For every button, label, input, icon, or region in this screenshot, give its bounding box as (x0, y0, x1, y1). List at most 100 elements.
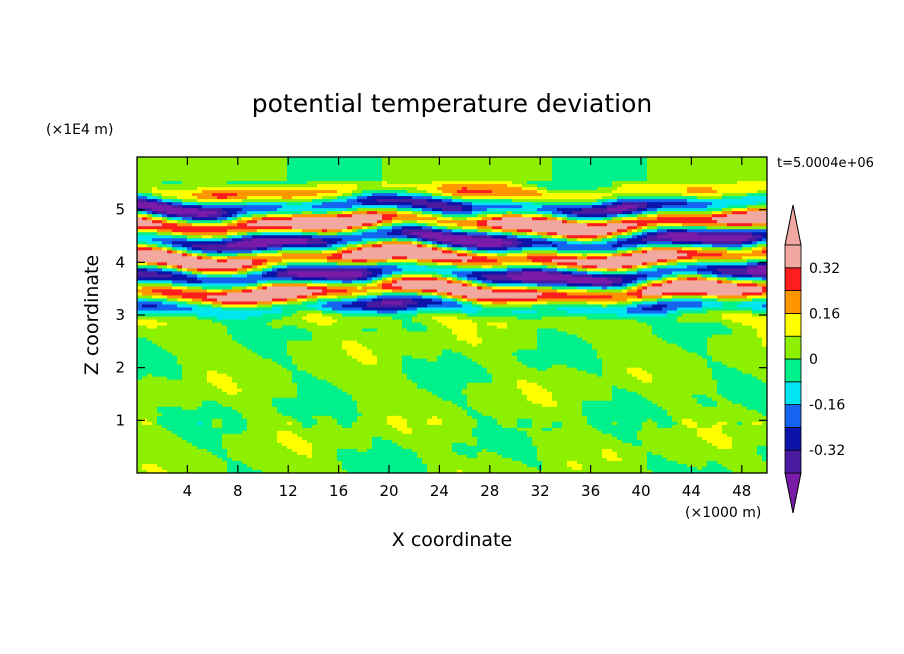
field-cell (162, 451, 168, 456)
field-cell (227, 373, 233, 378)
field-cell (242, 469, 248, 473)
field-cell (347, 340, 353, 345)
field-cell (267, 373, 273, 378)
field-cell (187, 403, 193, 408)
field-cell (192, 451, 198, 456)
field-cell (267, 358, 273, 363)
field-cell (247, 304, 253, 309)
field-cell (337, 379, 343, 384)
field-cell (187, 238, 193, 242)
field-cell (162, 409, 168, 414)
field-cell (162, 433, 168, 438)
field-cell (192, 445, 198, 450)
field-cell (207, 316, 213, 321)
field-cell (192, 157, 198, 161)
field-cell (262, 466, 268, 471)
field-cell (177, 424, 183, 429)
field-cell (242, 445, 248, 450)
field-cell (182, 367, 188, 372)
field-cell (217, 301, 223, 306)
field-cell (322, 187, 328, 191)
field-cell (332, 337, 338, 342)
field-cell (222, 181, 228, 185)
field-cell (357, 352, 363, 357)
field-cell (367, 229, 373, 233)
field-cell (247, 397, 253, 402)
field-cell (237, 346, 243, 351)
field-cell (337, 301, 343, 306)
field-cell (282, 166, 288, 170)
field-cell (282, 298, 288, 303)
field-cell (237, 328, 243, 333)
field-cell (227, 436, 233, 441)
field-cell (292, 454, 298, 459)
field-cell (142, 439, 148, 444)
field-cell (262, 265, 268, 269)
field-cell (177, 403, 183, 408)
field-cell (177, 280, 183, 284)
field-cell (342, 181, 348, 185)
field-cell (207, 463, 213, 468)
field-cell (247, 196, 253, 200)
field-cell (327, 367, 333, 372)
field-cell (357, 205, 363, 209)
field-cell (237, 322, 243, 327)
field-cell (332, 421, 338, 426)
field-cell (177, 283, 183, 288)
field-cell (262, 208, 268, 212)
field-cell (207, 313, 213, 318)
field-cell (217, 199, 223, 203)
field-cell (212, 415, 218, 420)
field-cell (242, 397, 248, 402)
field-cell (192, 283, 198, 288)
field-cell (227, 352, 233, 357)
field-cell (267, 331, 273, 336)
field-cell (197, 289, 203, 294)
field-cell (237, 319, 243, 324)
field-cell (292, 175, 298, 179)
field-cell (312, 298, 318, 303)
field-cell (222, 469, 228, 473)
field-cell (227, 163, 233, 167)
field-cell (177, 229, 183, 233)
field-cell (162, 232, 168, 236)
field-cell (177, 463, 183, 468)
field-cell (177, 373, 183, 378)
field-cell (297, 163, 303, 167)
field-cell (277, 454, 283, 459)
field-cell (267, 403, 273, 408)
field-cell (197, 331, 203, 336)
field-cell (362, 394, 368, 399)
field-cell (247, 391, 253, 396)
field-cell (147, 427, 153, 432)
field-cell (267, 310, 273, 315)
field-cell (167, 274, 173, 278)
field-cell (332, 349, 338, 354)
field-cell (312, 256, 318, 260)
field-cell (252, 265, 258, 269)
field-cell (252, 202, 258, 206)
field-cell (347, 406, 353, 411)
field-cell (237, 220, 243, 224)
field-cell (362, 277, 368, 281)
field-cell (232, 349, 238, 354)
field-cell (177, 196, 183, 200)
field-cell (167, 265, 173, 269)
field-cell (282, 265, 288, 269)
field-cell (297, 412, 303, 417)
field-cell (277, 463, 283, 468)
field-cell (267, 232, 273, 236)
field-cell (202, 181, 208, 185)
field-cell (337, 256, 343, 260)
field-cell (337, 283, 343, 288)
field-cell (172, 301, 178, 306)
field-cell (157, 394, 163, 399)
field-cell (197, 406, 203, 411)
field-cell (292, 169, 298, 173)
field-cell (137, 391, 143, 396)
field-cell (217, 304, 223, 309)
field-cell (242, 190, 248, 194)
field-cell (252, 232, 258, 236)
field-cell (197, 304, 203, 309)
field-cell (227, 466, 233, 471)
